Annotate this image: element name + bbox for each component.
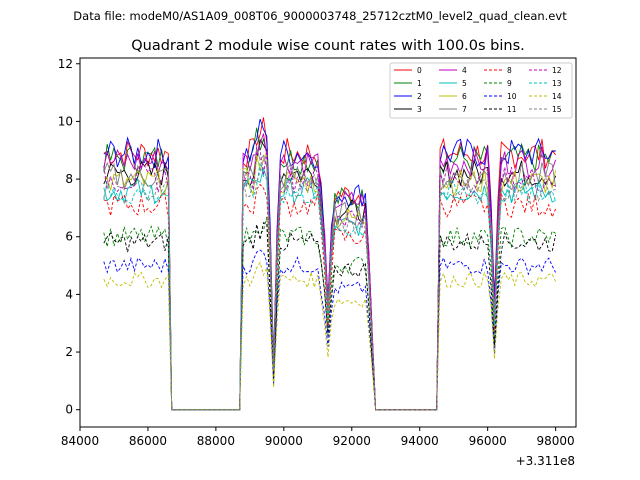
legend-label: 7 — [462, 105, 467, 114]
y-axis: 0 2 4 6 8 10 12 — [58, 57, 80, 417]
legend-label: 13 — [552, 79, 562, 88]
legend-label: 3 — [417, 105, 422, 114]
x-axis: 84000 86000 88000 90000 92000 94000 96000 98000 — [61, 427, 575, 448]
legend-box — [389, 62, 573, 119]
y-tick-label: 4 — [65, 287, 73, 301]
plot-series — [103, 117, 557, 411]
x-tick-label: 94000 — [401, 434, 439, 448]
x-offset-label: +3.311e8 — [516, 454, 575, 468]
legend-label: 1 — [417, 79, 422, 88]
data-file-label: Data file: modeM0/AS1A09_008T06_90000037… — [73, 9, 567, 23]
y-tick-label: 12 — [58, 57, 73, 71]
x-tick-label: 96000 — [469, 434, 507, 448]
legend-label: 12 — [552, 66, 562, 75]
x-tick-label: 86000 — [129, 434, 167, 448]
legend-label: 10 — [507, 92, 517, 101]
chart-title: Quadrant 2 module wise count rates with … — [131, 38, 525, 54]
y-tick-label: 2 — [65, 345, 73, 359]
x-tick-label: 90000 — [265, 434, 303, 448]
x-tick-label: 88000 — [197, 434, 235, 448]
y-tick-label: 10 — [58, 114, 73, 128]
legend-label: 2 — [417, 92, 422, 101]
legend-label: 0 — [417, 66, 422, 75]
series-line-10 — [103, 249, 557, 411]
legend-label: 9 — [507, 79, 512, 88]
legend-label: 15 — [552, 105, 562, 114]
legend-label: 6 — [462, 92, 467, 101]
legend-label: 5 — [462, 79, 467, 88]
y-tick-label: 8 — [65, 172, 73, 186]
x-tick-label: 84000 — [61, 434, 99, 448]
y-tick-label: 0 — [65, 403, 73, 417]
y-tick-label: 6 — [65, 230, 73, 244]
series-line-15 — [103, 160, 556, 411]
legend-label: 14 — [552, 92, 562, 101]
x-tick-label: 92000 — [333, 434, 371, 448]
series-line-9 — [103, 216, 556, 411]
x-tick-label: 98000 — [537, 434, 575, 448]
series-line-13 — [103, 162, 557, 411]
legend-label: 8 — [507, 66, 512, 75]
axes-frame — [79, 57, 577, 428]
legend-label: 11 — [507, 105, 517, 114]
legend-label: 4 — [462, 66, 467, 75]
